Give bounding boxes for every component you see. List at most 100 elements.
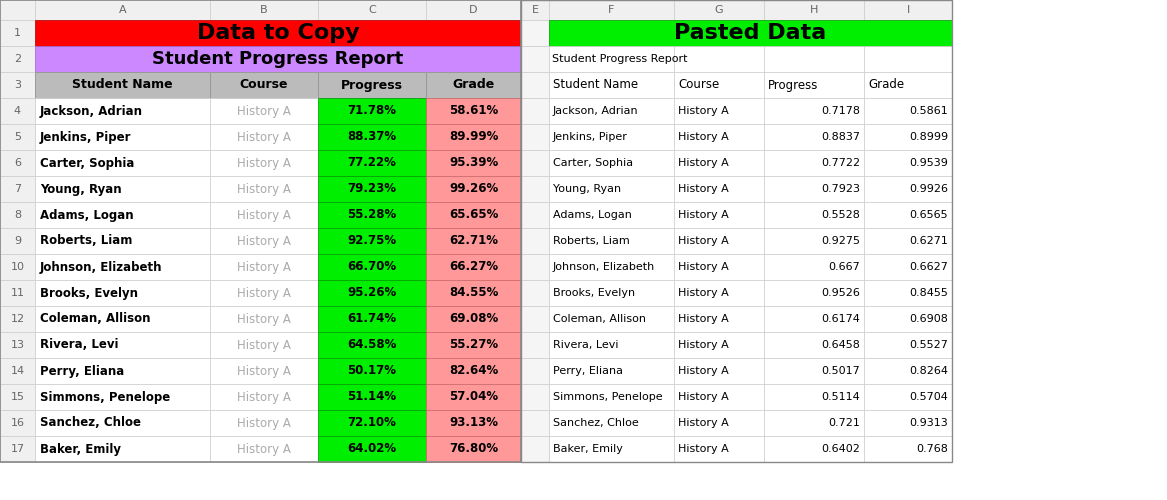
Bar	[548, 124, 675, 150]
Text: 0.6402: 0.6402	[822, 444, 860, 454]
Text: 95.26%: 95.26%	[348, 286, 397, 300]
Text: 84.55%: 84.55%	[449, 286, 498, 300]
Bar	[0, 124, 35, 150]
Text: Pasted Data: Pasted Data	[675, 23, 826, 43]
Bar	[0, 0, 520, 462]
Bar	[210, 410, 317, 436]
Bar	[520, 384, 548, 410]
Bar	[764, 98, 864, 124]
Bar	[317, 0, 426, 20]
Text: E: E	[531, 5, 538, 15]
Bar	[675, 358, 764, 384]
Text: 0.9313: 0.9313	[909, 418, 948, 428]
Text: 8: 8	[14, 210, 21, 220]
Bar	[764, 176, 864, 202]
Text: History A: History A	[678, 366, 728, 376]
Bar	[520, 358, 548, 384]
Bar	[548, 436, 675, 462]
Bar	[675, 280, 764, 306]
Text: History A: History A	[678, 210, 728, 220]
Bar	[210, 280, 317, 306]
Bar	[520, 176, 548, 202]
Bar	[864, 280, 952, 306]
Bar	[675, 72, 764, 98]
Text: 16: 16	[11, 418, 25, 428]
Bar	[426, 332, 520, 358]
Text: 0.6565: 0.6565	[909, 210, 948, 220]
Text: Young, Ryan: Young, Ryan	[553, 184, 621, 194]
Bar	[764, 150, 864, 176]
Bar	[864, 124, 952, 150]
Text: Jackson, Adrian: Jackson, Adrian	[40, 104, 144, 118]
Text: History A: History A	[678, 106, 728, 116]
Text: 0.8455: 0.8455	[909, 288, 948, 298]
Text: 5: 5	[14, 132, 21, 142]
Text: History A: History A	[237, 364, 291, 378]
Bar	[210, 228, 317, 254]
Text: 0.5114: 0.5114	[822, 392, 860, 402]
Bar	[317, 254, 426, 280]
Text: 62.71%: 62.71%	[449, 234, 498, 248]
Bar	[520, 306, 548, 332]
Text: 57.04%: 57.04%	[449, 390, 498, 404]
Text: Brooks, Evelyn: Brooks, Evelyn	[40, 286, 138, 300]
Bar	[548, 46, 675, 72]
Bar	[548, 254, 675, 280]
Text: 13: 13	[11, 340, 25, 350]
Text: D: D	[469, 5, 477, 15]
Text: 0.6174: 0.6174	[822, 314, 860, 324]
Bar	[426, 202, 520, 228]
Text: Jenkins, Piper: Jenkins, Piper	[40, 130, 132, 143]
Text: Progress: Progress	[341, 78, 403, 92]
Bar	[764, 228, 864, 254]
Bar	[426, 306, 520, 332]
Text: 0.5527: 0.5527	[909, 340, 948, 350]
Text: 0.7923: 0.7923	[822, 184, 860, 194]
Text: History A: History A	[237, 208, 291, 222]
Text: Jenkins, Piper: Jenkins, Piper	[553, 132, 628, 142]
Bar	[0, 332, 35, 358]
Bar	[675, 46, 764, 72]
Bar	[764, 436, 864, 462]
Text: 4: 4	[14, 106, 21, 116]
Bar	[35, 332, 210, 358]
Text: Adams, Logan: Adams, Logan	[40, 208, 134, 222]
Text: 0.9539: 0.9539	[909, 158, 948, 168]
Text: History A: History A	[678, 184, 728, 194]
Text: 0.667: 0.667	[829, 262, 860, 272]
Bar	[520, 436, 548, 462]
Bar	[675, 202, 764, 228]
Text: 2: 2	[14, 54, 21, 64]
Bar	[210, 202, 317, 228]
Text: Sanchez, Chloe: Sanchez, Chloe	[40, 416, 141, 430]
Text: Roberts, Liam: Roberts, Liam	[40, 234, 132, 248]
Text: History A: History A	[678, 418, 728, 428]
Text: History A: History A	[237, 260, 291, 274]
Bar	[864, 202, 952, 228]
Bar	[35, 20, 520, 46]
Bar	[548, 98, 675, 124]
Bar	[210, 176, 317, 202]
Bar	[764, 410, 864, 436]
Bar	[426, 72, 520, 98]
Text: 11: 11	[11, 288, 25, 298]
Text: G: G	[714, 5, 724, 15]
Bar	[35, 410, 210, 436]
Text: History A: History A	[678, 158, 728, 168]
Bar	[864, 0, 952, 20]
Text: History A: History A	[237, 156, 291, 170]
Text: Carter, Sophia: Carter, Sophia	[553, 158, 634, 168]
Bar	[317, 202, 426, 228]
Bar	[520, 254, 548, 280]
Text: 3: 3	[14, 80, 21, 90]
Bar	[426, 124, 520, 150]
Bar	[675, 124, 764, 150]
Bar	[864, 254, 952, 280]
Bar	[0, 0, 35, 20]
Bar	[548, 228, 675, 254]
Bar	[520, 202, 548, 228]
Text: 14: 14	[11, 366, 25, 376]
Bar	[317, 124, 426, 150]
Text: History A: History A	[237, 104, 291, 118]
Bar	[548, 306, 675, 332]
